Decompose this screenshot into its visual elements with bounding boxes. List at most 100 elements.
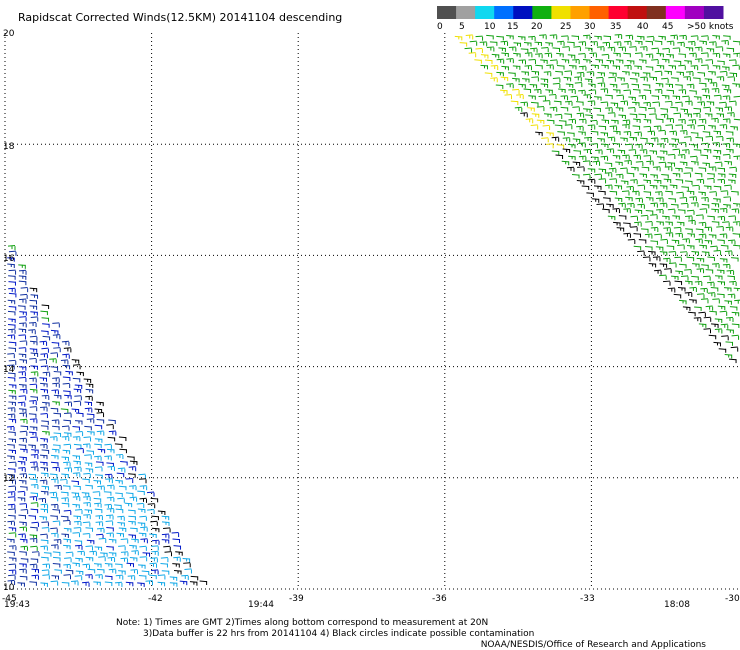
wind-barb: [695, 238, 703, 244]
wind-barb: [652, 256, 661, 262]
wind-barb: [570, 95, 579, 101]
wind-barb: [85, 468, 94, 473]
wind-barb: [73, 460, 81, 466]
wind-barb: [495, 84, 504, 89]
wind-barb: [50, 527, 58, 533]
wind-barb: [684, 291, 693, 298]
wind-barb: [172, 538, 181, 544]
wind-barb: [82, 443, 91, 449]
wind-barb: [679, 196, 688, 203]
wind-barb: [129, 556, 138, 562]
wind-barb: [656, 197, 664, 203]
wind-barb: [649, 76, 657, 82]
wind-barb: [643, 89, 652, 94]
wind-barb: [660, 137, 669, 143]
wind-barb: [683, 76, 691, 82]
wind-barb: [622, 124, 630, 130]
wind-barb: [613, 41, 622, 47]
wind-barb: [49, 473, 58, 479]
wind-barb: [689, 286, 697, 292]
wind-barb: [74, 420, 83, 425]
wind-barb: [732, 221, 740, 227]
wind-barb: [30, 316, 39, 322]
wind-barb: [672, 47, 681, 53]
wind-barb: [29, 581, 37, 586]
wind-barb: [74, 509, 83, 515]
wind-barb: [721, 335, 729, 341]
legend-swatch: [475, 6, 495, 19]
wind-barb: [83, 502, 91, 508]
wind-barb: [137, 582, 145, 587]
wind-barb: [7, 455, 15, 460]
wind-barb: [53, 412, 61, 418]
wind-barb: [147, 503, 156, 509]
wind-barb: [582, 160, 591, 166]
wind-barb: [128, 509, 136, 515]
wind-barb: [73, 527, 82, 533]
wind-barb: [140, 538, 148, 544]
wind-barb: [667, 162, 676, 167]
wind-barb: [576, 112, 585, 118]
wind-barb: [633, 233, 641, 238]
wind-barb: [724, 250, 733, 256]
wind-barb: [7, 491, 16, 497]
legend-label: 40: [637, 22, 649, 32]
wind-barb: [731, 311, 740, 317]
wind-barb: [728, 59, 737, 65]
wind-barb: [41, 521, 49, 527]
wind-barb: [608, 76, 616, 82]
wind-barb: [8, 359, 17, 365]
wind-barb: [42, 430, 50, 436]
wind-barb: [7, 353, 15, 359]
wind-barb: [719, 207, 728, 214]
wind-barb: [62, 519, 71, 526]
wind-barb: [698, 167, 707, 172]
wind-barb: [118, 527, 127, 532]
wind-barb: [50, 496, 59, 502]
wind-barb: [17, 582, 25, 587]
wind-barb: [671, 138, 679, 143]
wind-barb: [688, 119, 697, 125]
wind-barb: [114, 581, 123, 587]
wind-barb: [552, 77, 561, 83]
wind-barb: [729, 358, 737, 364]
wind-barb: [562, 46, 570, 52]
wind-barb: [538, 95, 547, 101]
wind-barb: [541, 137, 549, 143]
wind-barb: [566, 166, 575, 172]
wind-barb: [623, 232, 631, 238]
wind-barb: [729, 280, 737, 287]
wind-barb: [100, 552, 108, 557]
wind-barb: [576, 179, 585, 185]
wind-barb: [710, 245, 718, 251]
wind-barb: [564, 124, 573, 130]
legend-swatch: [703, 6, 724, 19]
wind-barb: [722, 263, 731, 269]
wind-barb: [86, 418, 95, 424]
wind-barb: [581, 185, 590, 190]
wind-barb: [19, 418, 28, 424]
wind-barb: [638, 94, 647, 100]
wind-barb: [72, 495, 81, 502]
wind-barb: [129, 496, 138, 502]
wind-barb: [608, 167, 617, 173]
wind-barb: [539, 34, 547, 40]
wind-barb: [705, 305, 714, 311]
wind-barb: [8, 318, 16, 323]
wind-barb: [138, 532, 147, 538]
wind-barb: [465, 34, 474, 40]
wind-barb: [714, 318, 723, 323]
wind-barb: [84, 425, 92, 431]
wind-barb: [647, 130, 655, 136]
wind-barb: [28, 413, 37, 418]
wind-barb: [7, 377, 16, 382]
wind-barb: [634, 209, 643, 215]
wind-barb: [702, 94, 711, 100]
wind-barb: [531, 70, 540, 76]
wind-barb: [694, 172, 703, 178]
legend-swatch: [684, 6, 705, 19]
wind-barb: [50, 329, 59, 335]
wind-barb: [115, 479, 123, 485]
wind-barb: [120, 557, 129, 563]
wind-barb: [664, 100, 673, 106]
